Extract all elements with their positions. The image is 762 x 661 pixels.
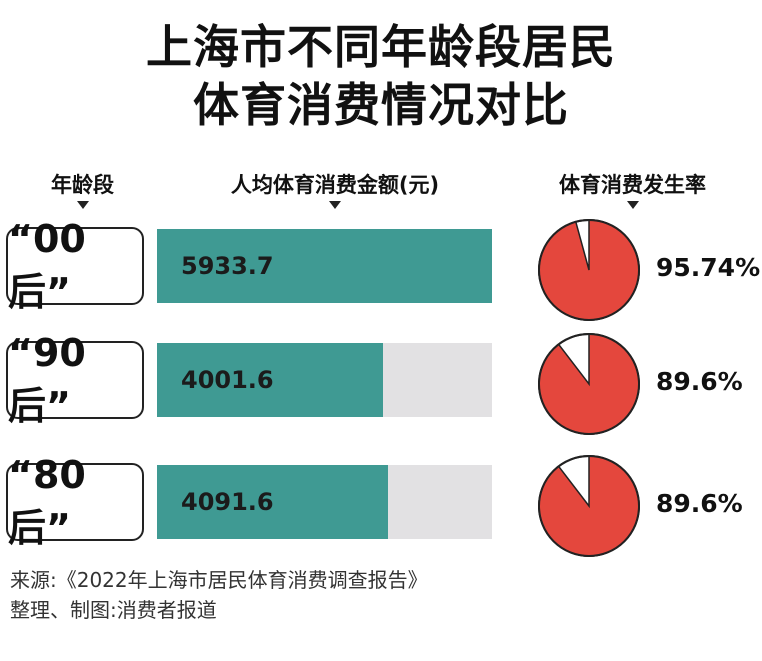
bar-1 — [157, 343, 383, 417]
pie-outline-1 — [538, 333, 640, 435]
age-label-0: “00后” — [6, 217, 144, 314]
header-rate: 体育消费发生率 — [559, 173, 706, 197]
pie-outline-2 — [538, 455, 640, 557]
header-rate-arrow-icon — [627, 201, 639, 209]
bar-value-label-1: 4001.6 — [181, 366, 274, 394]
header-age-arrow-icon — [77, 201, 89, 209]
bar-2 — [157, 465, 388, 539]
bar-value-label-2: 4091.6 — [181, 488, 274, 516]
bar-value-label-0: 5933.7 — [181, 252, 274, 280]
pie-0 — [538, 219, 640, 321]
credit-note: 整理、制图:消费者报道 — [10, 598, 217, 622]
header-spending: 人均体育消费金额(元) — [230, 173, 440, 197]
bar-track-2: 4091.6 — [157, 465, 492, 539]
header-age: 年龄段 — [51, 173, 114, 197]
age-label-1: “90后” — [6, 331, 144, 428]
rate-label-1: 89.6% — [656, 367, 743, 396]
bar-0 — [157, 229, 492, 303]
header-spending-arrow-icon — [329, 201, 341, 209]
rate-label-0: 95.74% — [656, 253, 761, 282]
bar-track-1: 4001.6 — [157, 343, 492, 417]
source-note: 来源:《2022年上海市居民体育消费调查报告》 — [10, 568, 428, 592]
pie-outline-0 — [538, 219, 640, 321]
bar-track-0: 5933.7 — [157, 229, 492, 303]
chart-title-line-2: 体育消费情况对比 — [193, 78, 569, 132]
pie-1 — [538, 333, 640, 435]
age-label-2: “80后” — [6, 453, 144, 550]
rate-label-2: 89.6% — [656, 489, 743, 518]
pie-2 — [538, 455, 640, 557]
chart-title-line-1: 上海市不同年龄段居民 — [146, 20, 616, 74]
